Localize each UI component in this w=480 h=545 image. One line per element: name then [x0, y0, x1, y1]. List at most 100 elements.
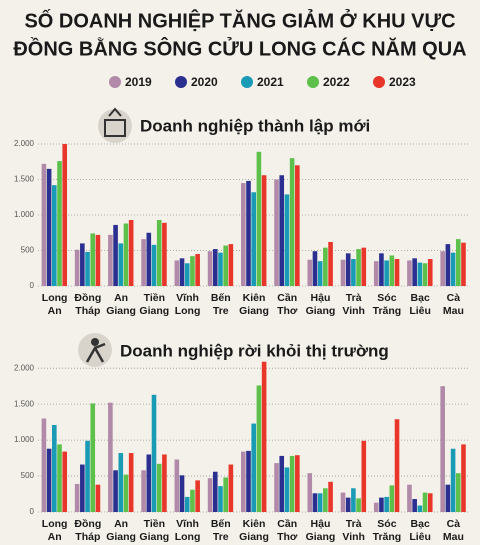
bar: [108, 402, 113, 512]
bar: [174, 260, 180, 286]
bar: [108, 234, 113, 286]
y-tick-label: 2.000: [14, 139, 35, 148]
bar: [80, 243, 85, 286]
bar: [123, 474, 129, 512]
bar: [113, 224, 118, 286]
legend-swatch: [109, 76, 121, 88]
y-tick-label: 500: [21, 246, 35, 255]
bar: [113, 470, 118, 512]
bar: [422, 492, 428, 512]
bar: [162, 222, 167, 286]
bar: [345, 497, 351, 512]
bar: [427, 493, 433, 512]
bar: [223, 245, 228, 286]
bar: [218, 486, 223, 512]
bar: [190, 489, 195, 512]
bar: [118, 453, 124, 512]
bar: [384, 496, 389, 512]
y-tick-label: 500: [21, 471, 35, 480]
icon-shape: [108, 107, 122, 117]
bar: [46, 168, 52, 286]
bar: [223, 477, 228, 512]
bar: [440, 251, 445, 286]
bar: [279, 455, 285, 512]
bar: [361, 440, 367, 512]
bar: [228, 464, 234, 512]
x-tick-label: An Giang: [106, 518, 136, 543]
bar: [445, 484, 451, 512]
bar: [445, 244, 451, 286]
legend-swatch: [307, 76, 319, 88]
bar: [128, 219, 134, 286]
bar: [212, 471, 218, 512]
bar: [407, 484, 412, 512]
bar: [461, 242, 466, 286]
bar: [417, 262, 423, 286]
bar: [289, 158, 295, 286]
y-tick-label: 1.500: [14, 399, 35, 408]
bar: [195, 254, 200, 286]
bar: [345, 253, 351, 286]
x-tick-label: Hậu Giang: [306, 292, 336, 317]
bar: [373, 261, 379, 286]
x-tick-label: Đồng Tháp: [74, 518, 101, 543]
bar: [246, 180, 251, 286]
bar: [351, 259, 356, 286]
bar: [74, 483, 80, 512]
x-tick-label: Bạc Liêu: [409, 518, 431, 543]
bar: [340, 492, 346, 512]
bar: [261, 175, 267, 286]
bar: [62, 451, 68, 512]
bar: [317, 493, 323, 512]
bar: [179, 475, 185, 512]
bar: [284, 467, 290, 512]
bar: [417, 505, 423, 512]
title-line: SỐ DOANH NGHIỆP TĂNG GIẢM Ở KHU VỰC: [24, 8, 455, 32]
x-tick-label: Vĩnh Long: [175, 292, 201, 317]
bar: [184, 496, 190, 512]
bar: [90, 233, 96, 286]
x-tick-label: Cần Thơ: [277, 292, 298, 317]
x-tick-label: Hậu Giang: [306, 518, 336, 543]
bar: [151, 394, 157, 512]
bar: [379, 497, 384, 512]
bar: [407, 260, 412, 286]
legend-label: 2019: [125, 75, 152, 89]
bar: [279, 175, 285, 286]
bar: [212, 249, 218, 286]
bar: [317, 261, 323, 286]
icon-shape: [85, 342, 106, 363]
bar: [455, 239, 461, 286]
bar: [356, 498, 361, 512]
y-tick-label: 0: [30, 507, 35, 516]
x-tick-label: Tiền Giang: [139, 518, 169, 543]
bar: [412, 258, 417, 286]
bar: [340, 259, 346, 286]
x-tick-label: Vĩnh Long: [175, 518, 201, 543]
bar: [241, 451, 246, 512]
bar: [62, 144, 68, 286]
title-line: ĐỒNG BẰNG SÔNG CỬU LONG CÁC NĂM QUA: [13, 36, 466, 60]
icon-shape: [104, 119, 126, 137]
bar: [85, 251, 90, 286]
bar: [207, 251, 213, 286]
bar: [174, 459, 180, 512]
y-tick-label: 1.500: [14, 175, 35, 184]
bar: [128, 453, 134, 512]
legend-swatch: [175, 76, 187, 88]
x-tick-label: Cà Mau: [443, 292, 464, 317]
y-tick-label: 0: [30, 281, 35, 290]
bar: [323, 247, 328, 286]
bar: [384, 260, 389, 286]
bar: [80, 464, 85, 512]
bar: [323, 488, 328, 512]
bar: [312, 251, 318, 286]
bar: [156, 219, 162, 286]
x-tick-label: Trà Vinh: [342, 292, 365, 317]
bar: [312, 493, 318, 512]
bar: [450, 448, 456, 512]
bar: [328, 481, 333, 512]
bar: [328, 241, 333, 286]
bar: [461, 444, 466, 512]
